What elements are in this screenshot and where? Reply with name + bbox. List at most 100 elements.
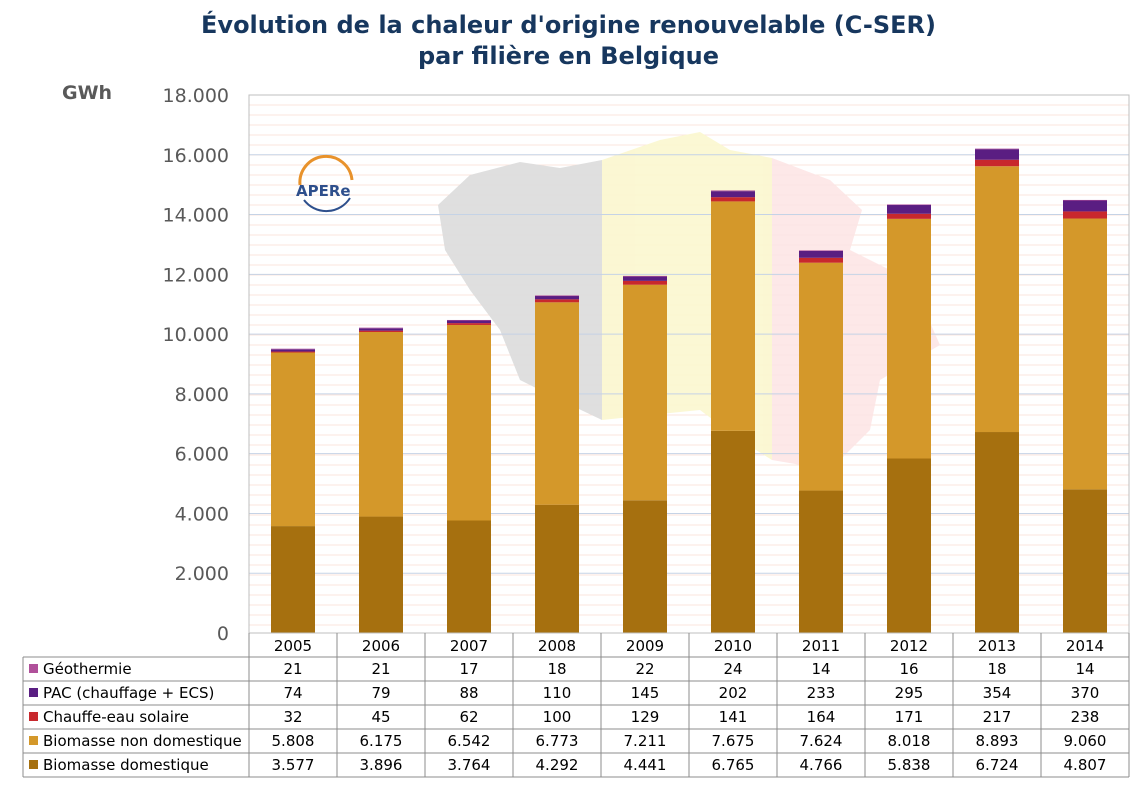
table-value: 62 <box>459 708 478 726</box>
table-value: 9.060 <box>1064 732 1107 750</box>
x-category-label: 2008 <box>538 637 576 655</box>
bar-segment <box>359 330 403 332</box>
bar-segment <box>447 520 491 633</box>
table-value: 18 <box>547 660 566 678</box>
y-tick-label: 2.000 <box>175 563 229 585</box>
x-category-label: 2009 <box>626 637 664 655</box>
legend-label: Biomasse domestique <box>43 756 209 774</box>
table-value: 16 <box>899 660 918 678</box>
bar-segment <box>535 295 579 297</box>
bar-segment <box>447 324 491 521</box>
table-value: 6.724 <box>976 756 1019 774</box>
bar-segment <box>271 526 315 633</box>
bar-segment <box>711 191 755 198</box>
table-value: 8.018 <box>888 732 931 750</box>
legend-swatch <box>29 712 38 721</box>
bar-segment <box>535 504 579 633</box>
bar-segment <box>271 351 315 353</box>
bar-segment <box>1063 200 1107 212</box>
table-value: 110 <box>543 684 572 702</box>
logo-arc <box>298 154 354 186</box>
chart-title-line-1: Évolution de la chaleur d'origine renouv… <box>201 11 936 39</box>
y-tick-label: 4.000 <box>175 503 229 525</box>
table-value: 3.577 <box>272 756 315 774</box>
table-value: 233 <box>807 684 836 702</box>
bar-segment <box>799 257 843 263</box>
table-value: 79 <box>371 684 390 702</box>
chart-title-line-2: par filière en Belgique <box>417 42 720 70</box>
table-value: 171 <box>895 708 924 726</box>
data-table: 2005 2006 2007 2008 2009 2010 2011 2012 2013 2014… <box>22 633 1130 778</box>
bar-segment <box>623 500 667 633</box>
bar-segment <box>975 159 1019 167</box>
legend-label: Chauffe-eau solaire <box>43 708 189 726</box>
table-value: 17 <box>459 660 478 678</box>
y-tick-label: 16.000 <box>163 145 229 167</box>
logo-text: APERe <box>296 182 351 200</box>
bar-segment <box>711 430 755 633</box>
bar-segment <box>887 218 931 459</box>
y-tick-label: 14.000 <box>163 205 229 227</box>
x-category-label: 2006 <box>362 637 400 655</box>
table-value: 217 <box>983 708 1012 726</box>
bar-segment <box>975 166 1019 433</box>
table-value: 74 <box>283 684 302 702</box>
bar-segment <box>887 204 931 206</box>
table-value: 6.765 <box>712 756 755 774</box>
table-value: 14 <box>1075 660 1094 678</box>
bar-segment <box>1063 211 1107 219</box>
bar-segment <box>359 516 403 633</box>
legend-swatch <box>29 760 38 769</box>
bar-segment <box>711 190 755 192</box>
x-category-label: 2011 <box>802 637 840 655</box>
table-value: 3.896 <box>360 756 403 774</box>
bar-segment <box>623 275 667 277</box>
y-tick-label: 0 <box>217 623 229 645</box>
table-value: 7.624 <box>800 732 843 750</box>
x-category-label: 2010 <box>714 637 752 655</box>
legend-label: Géothermie <box>43 660 132 678</box>
legend-swatch <box>29 664 38 673</box>
table-value: 21 <box>283 660 302 678</box>
bar-segment <box>711 201 755 431</box>
legend-label: PAC (chauffage + ECS) <box>43 684 214 702</box>
table-value: 88 <box>459 684 478 702</box>
table-value: 8.893 <box>976 732 1019 750</box>
bars <box>271 148 1107 633</box>
table-value: 6.773 <box>536 732 579 750</box>
apere-logo: APERe <box>296 154 354 213</box>
bar-segment <box>1063 199 1107 201</box>
table-value: 145 <box>631 684 660 702</box>
bar-segment <box>1063 489 1107 633</box>
bar-segment <box>447 320 491 324</box>
table-value: 22 <box>635 660 654 678</box>
table-value: 202 <box>719 684 748 702</box>
table-value: 4.766 <box>800 756 843 774</box>
bar-segment <box>887 204 931 214</box>
table-value: 4.292 <box>536 756 579 774</box>
y-tick-label: 8.000 <box>175 384 229 406</box>
table-value: 18 <box>987 660 1006 678</box>
bar-segment <box>535 302 579 505</box>
table-value: 100 <box>543 708 572 726</box>
y-tick-label: 6.000 <box>175 444 229 466</box>
bar-segment <box>975 432 1019 633</box>
x-category-label: 2012 <box>890 637 928 655</box>
table-value: 14 <box>811 660 830 678</box>
table-value: 129 <box>631 708 660 726</box>
legend-swatch <box>29 688 38 697</box>
y-tick-label: 18.000 <box>163 85 229 107</box>
bar-segment <box>799 490 843 633</box>
bar-segment <box>447 323 491 325</box>
table-value: 4.807 <box>1064 756 1107 774</box>
bar-segment <box>359 331 403 517</box>
table-value: 3.764 <box>448 756 491 774</box>
table-value: 7.675 <box>712 732 755 750</box>
table-value: 24 <box>723 660 742 678</box>
x-category-label: 2013 <box>978 637 1016 655</box>
bar-segment <box>447 319 491 321</box>
x-category-label: 2014 <box>1066 637 1104 655</box>
bar-segment <box>623 284 667 501</box>
y-tick-label: 12.000 <box>163 264 229 286</box>
table-value: 5.808 <box>272 732 315 750</box>
